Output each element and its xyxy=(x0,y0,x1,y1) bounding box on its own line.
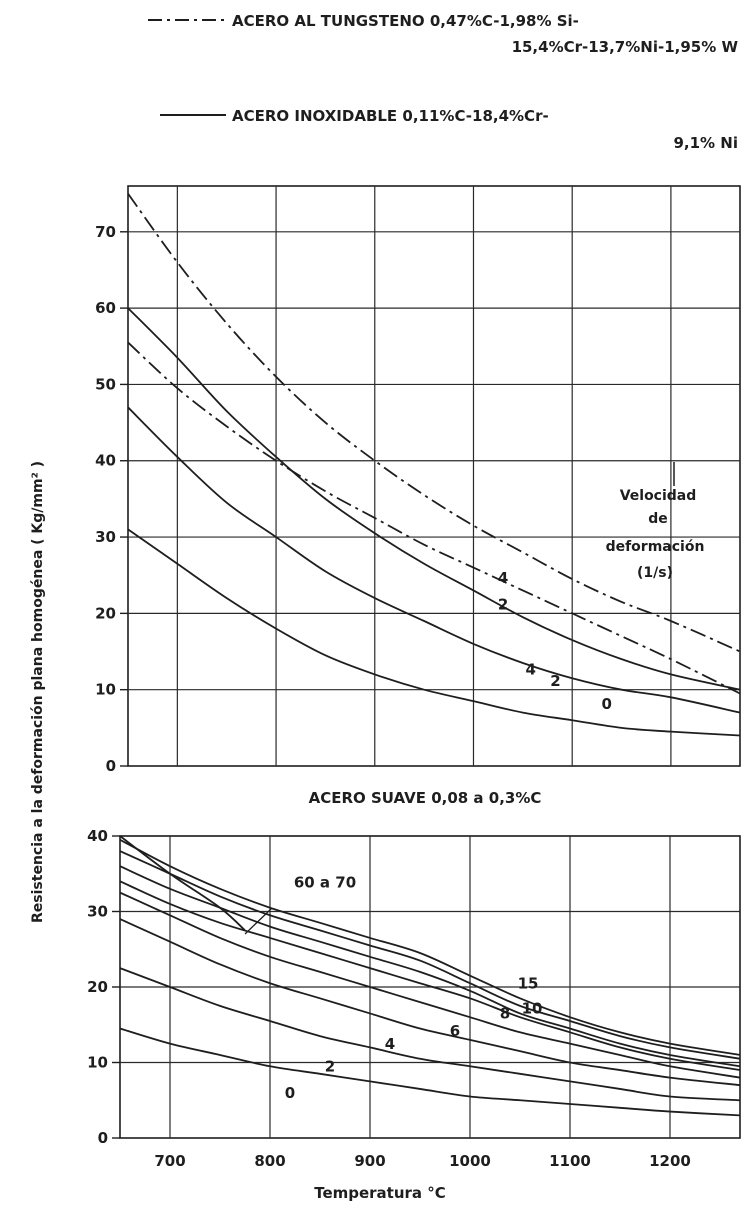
velocidad-note-line4: (1/s) xyxy=(637,565,673,581)
curve-label: 8 xyxy=(500,1005,510,1023)
lower-chart-title: ACERO SUAVE 0,08 a 0,3%C xyxy=(309,789,542,807)
series-line xyxy=(127,341,741,695)
y-tick-label: 0 xyxy=(106,757,116,775)
curve-label: 2 xyxy=(498,596,508,614)
legend-stainless-line1: ACERO INOXIDABLE 0,11%C-18,4%Cr- xyxy=(232,107,549,125)
y-tick-label: 10 xyxy=(87,1054,108,1072)
x-tick-label: 900 xyxy=(354,1152,385,1170)
x-tick-label: 700 xyxy=(154,1152,185,1170)
upper-series xyxy=(127,193,741,737)
curve-label: 4 xyxy=(498,569,508,587)
x-axis-label: Temperatura °C xyxy=(314,1184,446,1202)
series-line xyxy=(127,528,741,737)
velocidad-note-line3: deformación xyxy=(606,539,705,555)
curve-label: 2 xyxy=(550,672,560,690)
y-tick-label: 40 xyxy=(95,452,116,470)
series-line xyxy=(119,865,741,1068)
x-tick-label: 1100 xyxy=(549,1152,591,1170)
curve-label: 10 xyxy=(522,999,543,1017)
curve-label: 4 xyxy=(385,1035,395,1053)
upper-y-tick-labels: 0 10 20 30 40 50 60 70 xyxy=(95,223,116,775)
y-tick-label: 60 xyxy=(95,299,116,317)
legend-tungsten-line1: ACERO AL TUNGSTENO 0,47%C-1,98% Si- xyxy=(232,12,579,30)
curve-label: 4 xyxy=(526,660,536,678)
lower-series xyxy=(119,835,741,1117)
y-axis-label: Resistencia a la deformación plana homog… xyxy=(30,461,46,923)
velocidad-note-line2: de xyxy=(648,511,668,527)
x-tick-label: 800 xyxy=(254,1152,285,1170)
y-tick-label: 30 xyxy=(95,528,116,546)
lower-y-tick-labels: 0 10 20 30 40 xyxy=(87,827,108,1147)
series-line xyxy=(119,838,741,1056)
y-tick-label: 40 xyxy=(87,827,108,845)
series-line xyxy=(119,1027,741,1117)
series-line xyxy=(127,193,741,653)
velocidad-note: Velocidad de deformación (1/s) xyxy=(606,462,705,581)
curve-label: 2 xyxy=(325,1058,335,1076)
y-tick-label: 70 xyxy=(95,223,116,241)
series-line xyxy=(127,406,741,714)
y-tick-label: 20 xyxy=(87,978,108,996)
x-tick-label: 1200 xyxy=(649,1152,691,1170)
legend: ACERO AL TUNGSTENO 0,47%C-1,98% Si- 15,4… xyxy=(148,12,738,152)
label-60a70-leader xyxy=(244,907,273,935)
curve-label: 0 xyxy=(285,1084,295,1102)
y-tick-label: 20 xyxy=(95,604,116,622)
y-tick-label: 50 xyxy=(95,375,116,393)
curve-label: 15 xyxy=(518,975,539,993)
curve-label: 60 a 70 xyxy=(294,873,356,891)
curve-label: 6 xyxy=(450,1022,460,1040)
upper-grid xyxy=(120,185,741,767)
y-tick-label: 0 xyxy=(98,1129,108,1147)
curve-label: 0 xyxy=(602,695,612,713)
y-tick-label: 10 xyxy=(95,681,116,699)
series-line xyxy=(119,850,741,1060)
x-tick-label: 1000 xyxy=(449,1152,491,1170)
series-line xyxy=(119,880,741,1071)
plot-frame xyxy=(127,185,741,767)
lower-x-tick-labels: 700 800 900 1000 1100 1200 xyxy=(154,1152,691,1170)
legend-stainless-line2: 9,1% Ni xyxy=(673,134,738,152)
y-tick-label: 30 xyxy=(87,903,108,921)
lower-grid xyxy=(112,835,741,1139)
lower-curve-labels: 60 a 70 15 10 8 6 4 2 0 xyxy=(285,873,543,1102)
series-line xyxy=(119,918,741,1087)
series-line xyxy=(119,967,741,1102)
series-line xyxy=(119,835,246,932)
legend-tungsten-line2: 15,4%Cr-13,7%Ni-1,95% W xyxy=(512,38,739,56)
velocidad-note-line1: Velocidad xyxy=(620,488,697,504)
series-line xyxy=(119,891,741,1079)
series-line xyxy=(127,307,741,691)
